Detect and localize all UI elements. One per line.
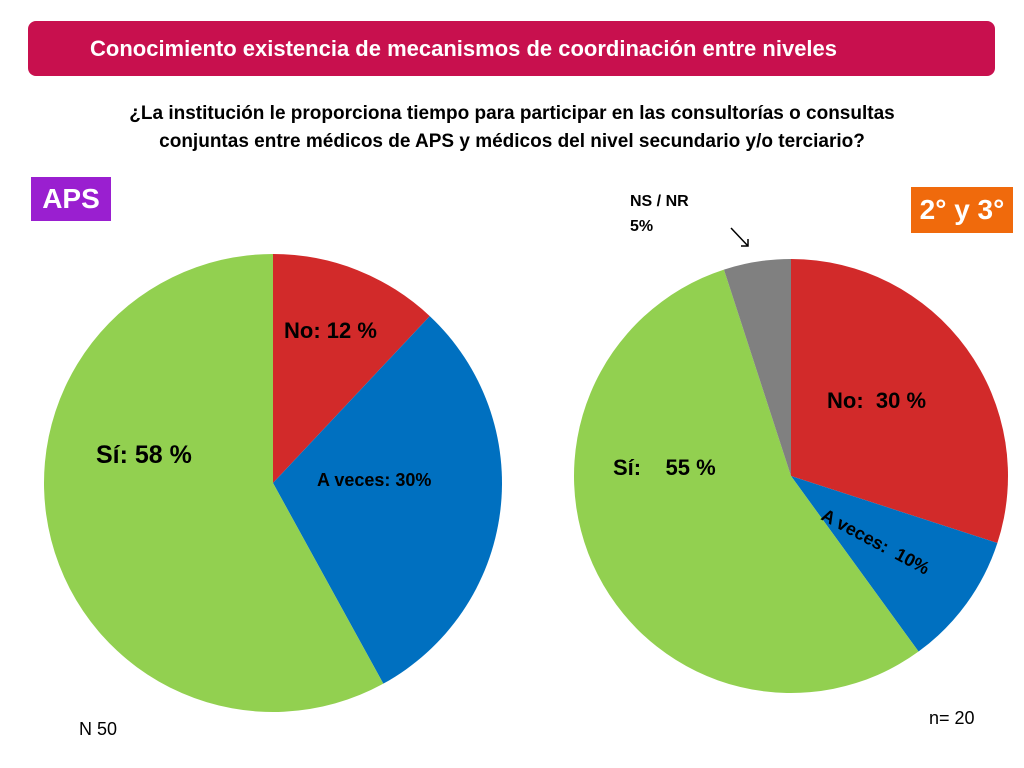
sec-slice-ns-nr [723, 259, 791, 476]
sec-slice-si [573, 269, 919, 694]
aps-group-badge: APS [31, 177, 111, 221]
arrow-icon [730, 227, 749, 247]
sec-ns-nr-label-line2: 5% [630, 218, 653, 235]
aps-no-label: No: 12 % [284, 318, 377, 343]
aps-si-label: Sí: 58 % [96, 441, 192, 469]
sec-ns-nr-label-line1: NS / NR [630, 193, 689, 210]
aps-sample-size: N 50 [79, 719, 118, 739]
title-banner: Conocimiento existencia de mecanismos de… [28, 21, 995, 76]
secondary-tertiary-group-badge: 2° y 3° [911, 187, 1013, 233]
survey-question: ¿La institución le proporciona tiempo pa… [30, 100, 994, 156]
aps-a-veces-label: A veces: 30% [317, 470, 431, 490]
sec-no-label: No: 30 % [827, 388, 926, 413]
aps-pie-chart [44, 254, 503, 712]
page-title: Conocimiento existencia de mecanismos de… [90, 35, 838, 61]
secondary-tertiary-pie-chart [573, 259, 1008, 694]
aps-slice-a-veces [273, 316, 503, 684]
sec-si-label: Sí: 55 % [613, 455, 716, 480]
sec-slice-a-veces [791, 476, 998, 652]
sec-slice-no [791, 259, 1008, 544]
question-line-1: ¿La institución le proporciona tiempo pa… [129, 103, 895, 124]
aps-slice-no [273, 254, 430, 483]
aps-slice-si [44, 254, 384, 712]
question-line-2: conjuntas entre médicos de APS y médicos… [159, 131, 865, 152]
secondary-sample-size: n= 20 [929, 708, 975, 728]
